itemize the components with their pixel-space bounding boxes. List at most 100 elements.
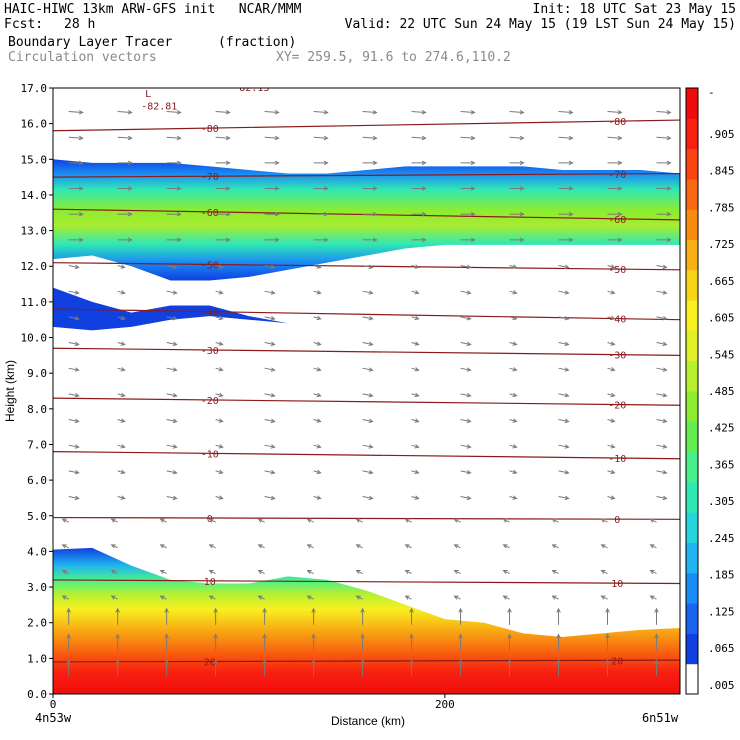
contour-label: 20 bbox=[611, 656, 623, 667]
vector-arrowhead bbox=[164, 633, 169, 639]
vector-arrowhead bbox=[159, 595, 165, 600]
circulation-vector bbox=[411, 496, 419, 499]
vector-arrowhead bbox=[470, 160, 476, 166]
tracer-shading bbox=[53, 159, 680, 694]
colorbar-swatch bbox=[686, 360, 698, 392]
vector-arrowhead bbox=[368, 495, 374, 501]
circulation-vector bbox=[509, 444, 517, 448]
y-tick-label: 15.0 bbox=[21, 153, 48, 166]
vector-arrowhead bbox=[120, 469, 126, 475]
circulation-vector bbox=[166, 393, 177, 397]
colorbar-swatch bbox=[686, 148, 698, 180]
temperature-contour-line bbox=[53, 659, 680, 663]
vector-arrowhead bbox=[360, 607, 365, 613]
circulation-vector bbox=[607, 316, 615, 320]
circulation-vector bbox=[607, 470, 615, 474]
vector-arrowhead bbox=[421, 110, 427, 115]
circulation-vector bbox=[68, 136, 83, 139]
vector-arrowhead bbox=[368, 418, 374, 424]
circulation-vector bbox=[411, 136, 426, 139]
contour-label: 10 bbox=[611, 579, 623, 590]
circulation-vector bbox=[656, 342, 667, 346]
contour-label: -30 bbox=[201, 346, 219, 357]
circulation-vector bbox=[356, 595, 363, 600]
circulation-vector bbox=[607, 290, 615, 294]
vector-arrowhead bbox=[78, 211, 84, 217]
minimum-marker: L bbox=[145, 89, 151, 100]
vector-arrowhead bbox=[512, 392, 518, 398]
circulation-vector bbox=[215, 265, 223, 269]
circulation-vector bbox=[460, 342, 471, 346]
vector-arrowhead bbox=[120, 290, 126, 295]
vector-arrowhead bbox=[414, 290, 420, 295]
circulation-vector bbox=[313, 265, 321, 269]
circulation-vector bbox=[209, 518, 216, 523]
vector-arrowhead bbox=[176, 237, 182, 243]
circulation-vector bbox=[160, 544, 167, 549]
y-tick-label: 5.0 bbox=[27, 510, 47, 523]
vector-field-title: Circulation vectors bbox=[8, 50, 157, 65]
circulation-vector bbox=[656, 470, 667, 474]
circulation-vector bbox=[68, 265, 79, 269]
vector-arrowhead bbox=[617, 211, 623, 217]
vector-arrowhead bbox=[306, 569, 312, 575]
circulation-vector bbox=[552, 570, 559, 574]
vector-arrowhead bbox=[208, 518, 214, 523]
circulation-vector bbox=[411, 342, 419, 346]
vector-arrowhead bbox=[368, 290, 374, 295]
colorbar-label: .545 bbox=[708, 348, 735, 361]
circulation-vector bbox=[307, 544, 314, 549]
vector-arrowhead bbox=[372, 160, 378, 166]
x-tick-label: 0 bbox=[50, 698, 57, 711]
vector-arrowhead bbox=[507, 633, 512, 639]
circulation-vector bbox=[215, 316, 223, 320]
colorbar-label: .485 bbox=[708, 385, 735, 398]
vector-arrowhead bbox=[110, 595, 116, 600]
circulation-vector bbox=[362, 265, 373, 269]
vector-arrowhead bbox=[414, 392, 420, 398]
y-tick-label: 9.0 bbox=[27, 367, 47, 380]
vector-arrowhead bbox=[649, 518, 655, 523]
circulation-vector bbox=[405, 518, 412, 523]
colorbar-swatch bbox=[686, 88, 698, 119]
circulation-vector bbox=[117, 290, 125, 294]
vector-arrowhead bbox=[605, 607, 610, 613]
circulation-vector bbox=[607, 393, 615, 397]
vector-arrowhead bbox=[662, 392, 668, 398]
vector-arrowhead bbox=[512, 469, 518, 475]
y-tick-label: 10.0 bbox=[21, 332, 48, 345]
vector-arrowhead bbox=[466, 444, 472, 449]
circulation-vector bbox=[552, 595, 559, 600]
circulation-vector bbox=[509, 265, 517, 269]
vector-arrowhead bbox=[458, 633, 463, 639]
vector-arrowhead bbox=[74, 495, 80, 501]
circulation-vector bbox=[558, 342, 569, 346]
circulation-vector bbox=[258, 544, 265, 549]
vector-arrowhead bbox=[512, 495, 518, 500]
colorbar-label: .365 bbox=[708, 458, 735, 471]
vector-arrowhead bbox=[551, 544, 557, 549]
circulation-vector bbox=[258, 595, 265, 600]
x-tick-label: 200 bbox=[435, 698, 455, 711]
circulation-vector bbox=[307, 570, 314, 574]
vector-arrowhead bbox=[172, 290, 178, 295]
contour-label: -50 bbox=[608, 265, 626, 276]
vector-arrowhead bbox=[453, 569, 459, 575]
vector-arrowhead bbox=[78, 186, 84, 191]
vector-arrowhead bbox=[368, 315, 374, 321]
vector-arrowhead bbox=[568, 211, 574, 217]
vector-arrowhead bbox=[218, 341, 224, 346]
vector-arrowhead bbox=[564, 495, 570, 501]
colorbar-swatch bbox=[686, 603, 698, 634]
circulation-vector bbox=[607, 136, 622, 139]
y-tick-label: 11.0 bbox=[21, 296, 48, 309]
x-axis-label: Distance (km) bbox=[331, 714, 405, 728]
circulation-vector bbox=[215, 290, 223, 294]
vector-arrowhead bbox=[519, 160, 525, 166]
circulation-vector bbox=[68, 444, 79, 448]
vector-arrowhead bbox=[172, 418, 178, 424]
circulation-vector bbox=[405, 570, 412, 574]
circulation-vector bbox=[509, 419, 517, 422]
vector-arrowhead bbox=[164, 659, 169, 664]
